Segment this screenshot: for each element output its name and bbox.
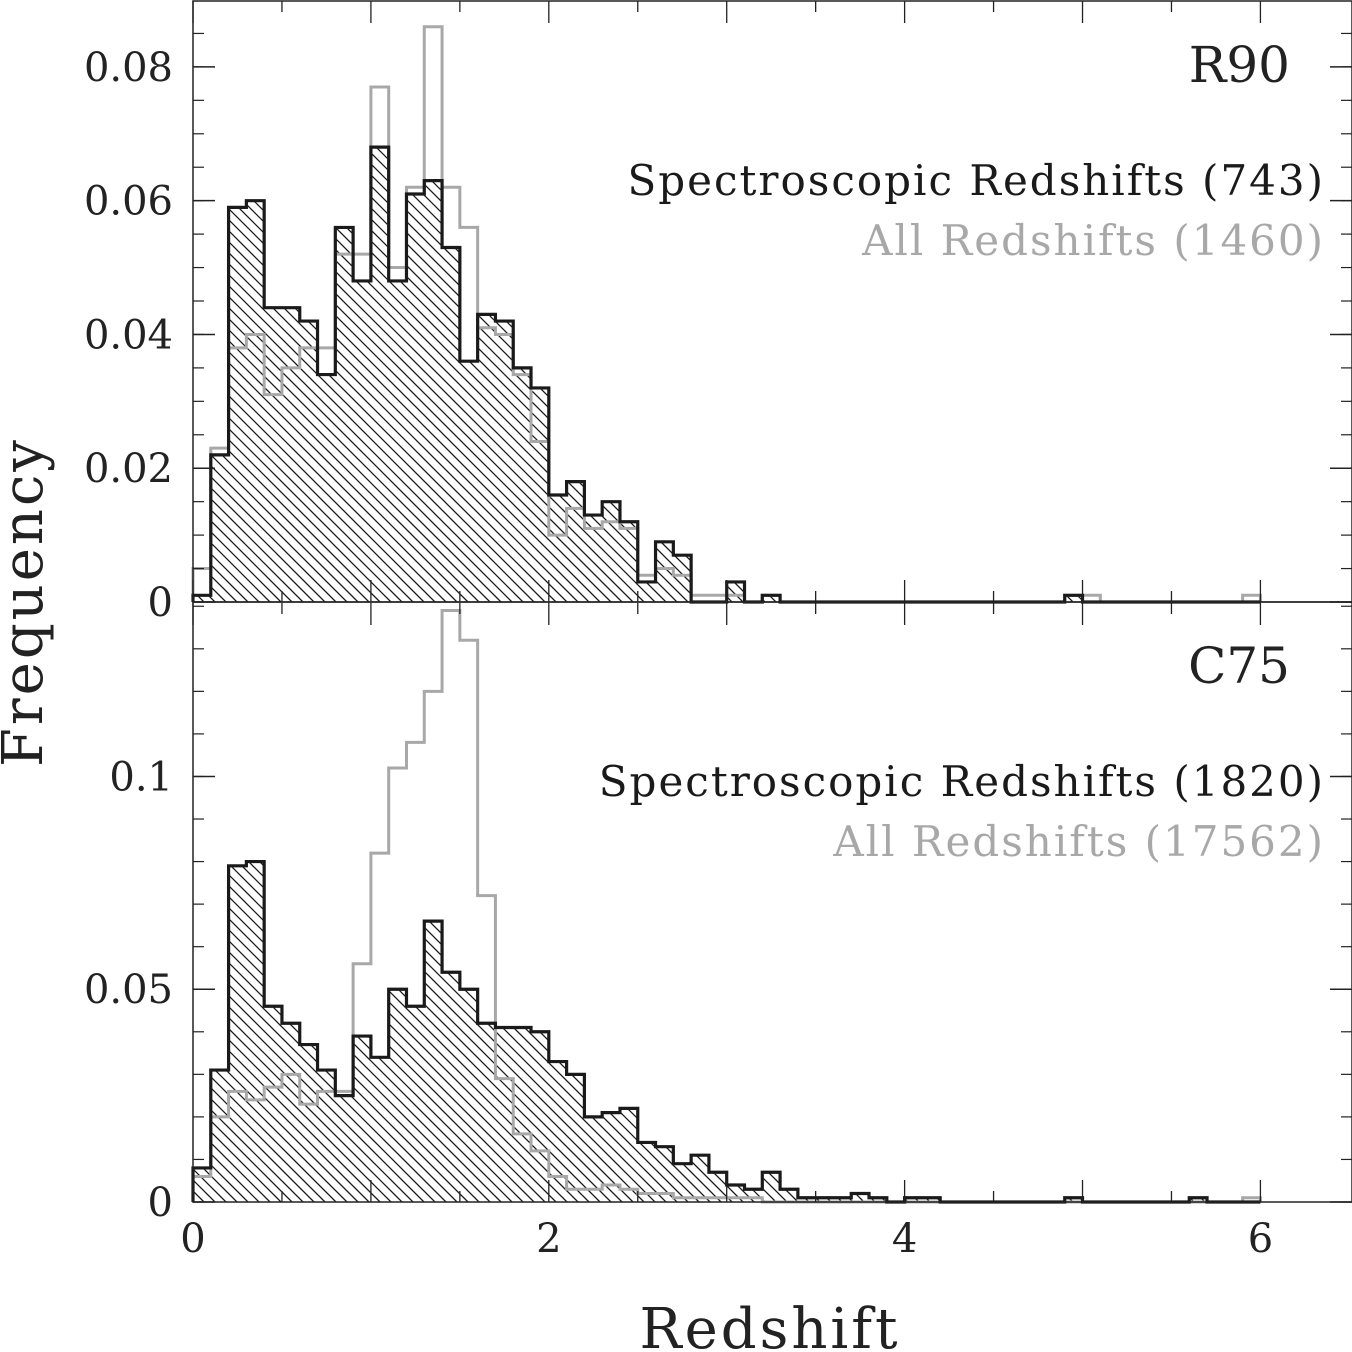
- axes-frame: [192, 601, 1352, 1203]
- r90-panel-label: R90: [1189, 36, 1290, 94]
- hatch-lines: [193, 861, 1261, 1202]
- r90-legend-spectroscopic: Spectroscopic Redshifts (743): [628, 156, 1326, 205]
- y-tick-label: 0.06: [84, 179, 173, 225]
- y-tick-label: 0: [148, 1180, 173, 1226]
- c75-panel: 0 0.05 0.1 0 2 4 6 C75 Spectroscopic Redshifts…: [84, 601, 1352, 1262]
- r90-all-redshifts-histogram: [191, 25, 1262, 604]
- y-tick-label: 0.1: [109, 754, 173, 800]
- x-tick-label: 4: [892, 1216, 917, 1262]
- y-tick-label: 0.05: [84, 967, 173, 1013]
- r90-axes: 0 0.02 0.04 0.06 0.08: [84, 0, 1352, 626]
- y-tick-label: 0.02: [84, 446, 173, 492]
- x-tick-label: 6: [1248, 1216, 1273, 1262]
- y-tick-label: 0: [148, 580, 173, 626]
- x-axis-title: Redshift: [639, 1297, 900, 1352]
- x-tick-label: 2: [536, 1216, 561, 1262]
- x-tick-label: 0: [180, 1216, 205, 1262]
- c75-axes: 0 0.05 0.1 0 2 4 6: [84, 601, 1352, 1262]
- r90-panel: 0 0.02 0.04 0.06 0.08 R90 Spectroscopic Reds…: [84, 0, 1352, 626]
- c75-panel-label: C75: [1188, 637, 1290, 695]
- c75-all-redshifts-histogram: [191, 609, 1262, 1204]
- c75-hatch-fill: [193, 861, 1261, 1202]
- c75-legend-spectroscopic: Spectroscopic Redshifts (1820): [599, 757, 1325, 806]
- y-tick-label: 0.04: [84, 312, 173, 358]
- c75-legend-all: All Redshifts (17562): [832, 817, 1325, 866]
- y-axis-title: Frequency: [0, 437, 56, 767]
- r90-legend-all: All Redshifts (1460): [861, 216, 1325, 265]
- y-tick-label: 0.08: [84, 45, 173, 91]
